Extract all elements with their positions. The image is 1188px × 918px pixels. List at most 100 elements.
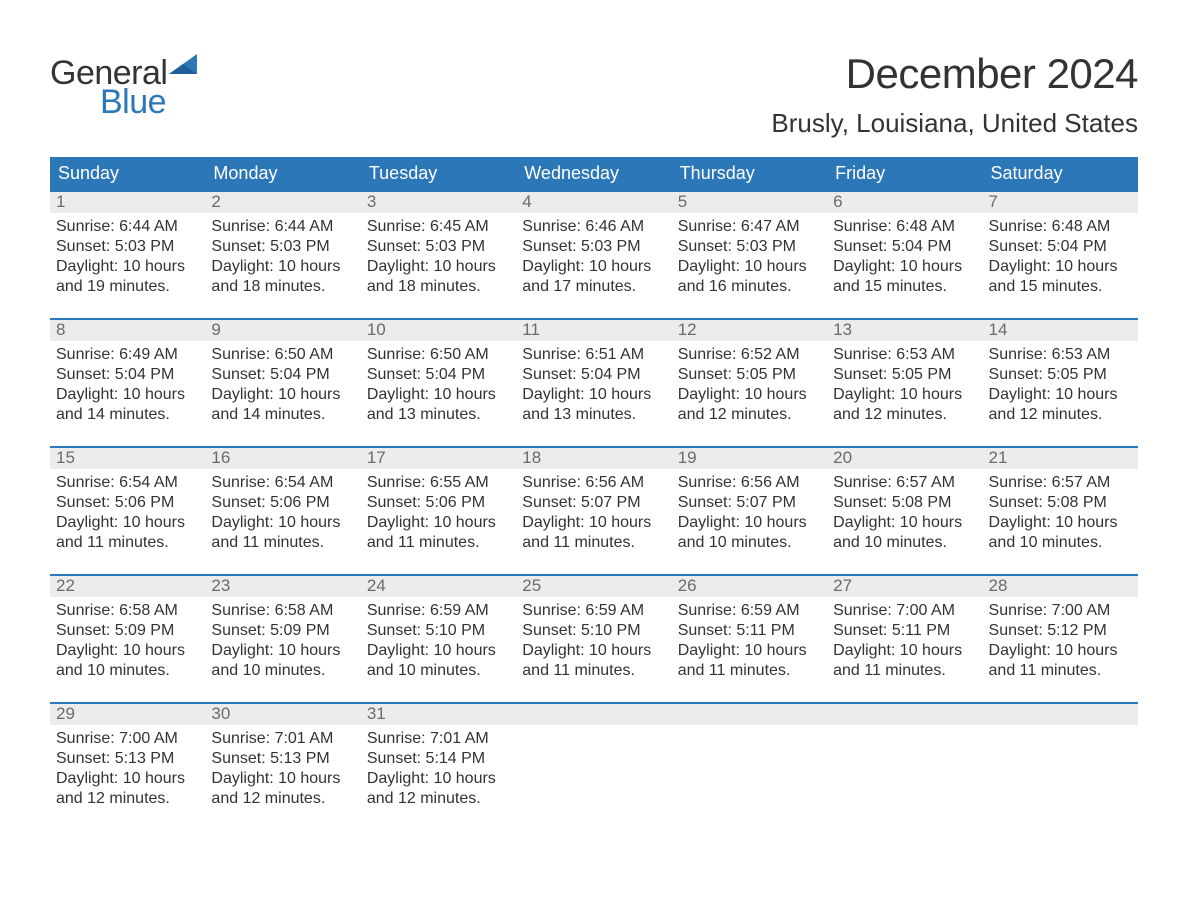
- day-number: 22: [50, 574, 205, 597]
- calendar-cell: [516, 702, 671, 830]
- day-number: 11: [516, 318, 671, 341]
- calendar-cell: 9Sunrise: 6:50 AMSunset: 5:04 PMDaylight…: [205, 318, 360, 446]
- day-details: Sunrise: 6:45 AMSunset: 5:03 PMDaylight:…: [361, 213, 516, 297]
- day-number-empty: [516, 702, 671, 725]
- title-block: December 2024 Brusly, Louisiana, United …: [771, 50, 1138, 151]
- day-details: Sunrise: 6:44 AMSunset: 5:03 PMDaylight:…: [50, 213, 205, 297]
- day-details: Sunrise: 6:58 AMSunset: 5:09 PMDaylight:…: [50, 597, 205, 681]
- calendar-cell: 29Sunrise: 7:00 AMSunset: 5:13 PMDayligh…: [50, 702, 205, 830]
- day-number: 1: [50, 190, 205, 213]
- location-text: Brusly, Louisiana, United States: [771, 108, 1138, 139]
- calendar-cell: 27Sunrise: 7:00 AMSunset: 5:11 PMDayligh…: [827, 574, 982, 702]
- day-details: Sunrise: 6:53 AMSunset: 5:05 PMDaylight:…: [983, 341, 1138, 425]
- calendar-cell: 11Sunrise: 6:51 AMSunset: 5:04 PMDayligh…: [516, 318, 671, 446]
- calendar-cell: 17Sunrise: 6:55 AMSunset: 5:06 PMDayligh…: [361, 446, 516, 574]
- day-details: Sunrise: 6:52 AMSunset: 5:05 PMDaylight:…: [672, 341, 827, 425]
- day-details: Sunrise: 7:01 AMSunset: 5:13 PMDaylight:…: [205, 725, 360, 809]
- day-details: Sunrise: 6:57 AMSunset: 5:08 PMDaylight:…: [827, 469, 982, 553]
- day-number: 14: [983, 318, 1138, 341]
- calendar-cell: 19Sunrise: 6:56 AMSunset: 5:07 PMDayligh…: [672, 446, 827, 574]
- calendar-table: Sunday Monday Tuesday Wednesday Thursday…: [50, 157, 1138, 830]
- day-details: Sunrise: 6:54 AMSunset: 5:06 PMDaylight:…: [50, 469, 205, 553]
- calendar-row: 1Sunrise: 6:44 AMSunset: 5:03 PMDaylight…: [50, 190, 1138, 318]
- day-number: 8: [50, 318, 205, 341]
- weekday-saturday: Saturday: [983, 157, 1138, 190]
- day-number: 16: [205, 446, 360, 469]
- calendar-cell: 5Sunrise: 6:47 AMSunset: 5:03 PMDaylight…: [672, 190, 827, 318]
- calendar-cell: 24Sunrise: 6:59 AMSunset: 5:10 PMDayligh…: [361, 574, 516, 702]
- day-number: 17: [361, 446, 516, 469]
- calendar-row: 29Sunrise: 7:00 AMSunset: 5:13 PMDayligh…: [50, 702, 1138, 830]
- day-details: Sunrise: 6:58 AMSunset: 5:09 PMDaylight:…: [205, 597, 360, 681]
- day-details: Sunrise: 6:54 AMSunset: 5:06 PMDaylight:…: [205, 469, 360, 553]
- calendar-cell: 18Sunrise: 6:56 AMSunset: 5:07 PMDayligh…: [516, 446, 671, 574]
- day-details: Sunrise: 6:59 AMSunset: 5:10 PMDaylight:…: [516, 597, 671, 681]
- day-details: Sunrise: 6:44 AMSunset: 5:03 PMDaylight:…: [205, 213, 360, 297]
- weekday-sunday: Sunday: [50, 157, 205, 190]
- day-number: 13: [827, 318, 982, 341]
- day-details: Sunrise: 6:53 AMSunset: 5:05 PMDaylight:…: [827, 341, 982, 425]
- weekday-wednesday: Wednesday: [516, 157, 671, 190]
- calendar-cell: 23Sunrise: 6:58 AMSunset: 5:09 PMDayligh…: [205, 574, 360, 702]
- day-number-empty: [672, 702, 827, 725]
- calendar-cell: 21Sunrise: 6:57 AMSunset: 5:08 PMDayligh…: [983, 446, 1138, 574]
- calendar-cell: 1Sunrise: 6:44 AMSunset: 5:03 PMDaylight…: [50, 190, 205, 318]
- day-details: Sunrise: 6:56 AMSunset: 5:07 PMDaylight:…: [516, 469, 671, 553]
- calendar-cell: 4Sunrise: 6:46 AMSunset: 5:03 PMDaylight…: [516, 190, 671, 318]
- day-details: Sunrise: 7:01 AMSunset: 5:14 PMDaylight:…: [361, 725, 516, 809]
- calendar-cell: 16Sunrise: 6:54 AMSunset: 5:06 PMDayligh…: [205, 446, 360, 574]
- calendar-cell: 26Sunrise: 6:59 AMSunset: 5:11 PMDayligh…: [672, 574, 827, 702]
- day-number: 20: [827, 446, 982, 469]
- day-number-empty: [983, 702, 1138, 725]
- calendar-cell: [827, 702, 982, 830]
- day-details: Sunrise: 6:59 AMSunset: 5:11 PMDaylight:…: [672, 597, 827, 681]
- header: General Blue December 2024 Brusly, Louis…: [50, 50, 1138, 151]
- day-number: 25: [516, 574, 671, 597]
- page-title: December 2024: [771, 50, 1138, 98]
- day-number-empty: [827, 702, 982, 725]
- day-number: 2: [205, 190, 360, 213]
- day-number: 29: [50, 702, 205, 725]
- calendar-cell: 20Sunrise: 6:57 AMSunset: 5:08 PMDayligh…: [827, 446, 982, 574]
- day-number: 26: [672, 574, 827, 597]
- day-number: 24: [361, 574, 516, 597]
- day-details: Sunrise: 7:00 AMSunset: 5:13 PMDaylight:…: [50, 725, 205, 809]
- day-details: Sunrise: 6:46 AMSunset: 5:03 PMDaylight:…: [516, 213, 671, 297]
- day-number: 19: [672, 446, 827, 469]
- weekday-friday: Friday: [827, 157, 982, 190]
- calendar-cell: 8Sunrise: 6:49 AMSunset: 5:04 PMDaylight…: [50, 318, 205, 446]
- calendar-cell: 14Sunrise: 6:53 AMSunset: 5:05 PMDayligh…: [983, 318, 1138, 446]
- calendar-cell: 7Sunrise: 6:48 AMSunset: 5:04 PMDaylight…: [983, 190, 1138, 318]
- calendar-cell: 3Sunrise: 6:45 AMSunset: 5:03 PMDaylight…: [361, 190, 516, 318]
- day-details: Sunrise: 6:55 AMSunset: 5:06 PMDaylight:…: [361, 469, 516, 553]
- day-number: 4: [516, 190, 671, 213]
- day-number: 9: [205, 318, 360, 341]
- day-details: Sunrise: 6:47 AMSunset: 5:03 PMDaylight:…: [672, 213, 827, 297]
- day-number: 10: [361, 318, 516, 341]
- day-number: 6: [827, 190, 982, 213]
- calendar-cell: [983, 702, 1138, 830]
- calendar-row: 15Sunrise: 6:54 AMSunset: 5:06 PMDayligh…: [50, 446, 1138, 574]
- logo-sail-icon: [169, 54, 199, 81]
- day-details: Sunrise: 6:48 AMSunset: 5:04 PMDaylight:…: [827, 213, 982, 297]
- day-number: 23: [205, 574, 360, 597]
- calendar-body: 1Sunrise: 6:44 AMSunset: 5:03 PMDaylight…: [50, 190, 1138, 830]
- calendar-row: 22Sunrise: 6:58 AMSunset: 5:09 PMDayligh…: [50, 574, 1138, 702]
- day-number: 30: [205, 702, 360, 725]
- day-number: 7: [983, 190, 1138, 213]
- calendar-cell: 10Sunrise: 6:50 AMSunset: 5:04 PMDayligh…: [361, 318, 516, 446]
- day-number: 15: [50, 446, 205, 469]
- day-number: 28: [983, 574, 1138, 597]
- day-number: 31: [361, 702, 516, 725]
- logo-text-blue: Blue: [100, 83, 199, 122]
- weekday-tuesday: Tuesday: [361, 157, 516, 190]
- calendar-cell: 15Sunrise: 6:54 AMSunset: 5:06 PMDayligh…: [50, 446, 205, 574]
- calendar-cell: 12Sunrise: 6:52 AMSunset: 5:05 PMDayligh…: [672, 318, 827, 446]
- day-details: Sunrise: 7:00 AMSunset: 5:11 PMDaylight:…: [827, 597, 982, 681]
- calendar-cell: 28Sunrise: 7:00 AMSunset: 5:12 PMDayligh…: [983, 574, 1138, 702]
- day-details: Sunrise: 6:56 AMSunset: 5:07 PMDaylight:…: [672, 469, 827, 553]
- day-number: 12: [672, 318, 827, 341]
- calendar-cell: 30Sunrise: 7:01 AMSunset: 5:13 PMDayligh…: [205, 702, 360, 830]
- day-details: Sunrise: 6:50 AMSunset: 5:04 PMDaylight:…: [361, 341, 516, 425]
- calendar-cell: 31Sunrise: 7:01 AMSunset: 5:14 PMDayligh…: [361, 702, 516, 830]
